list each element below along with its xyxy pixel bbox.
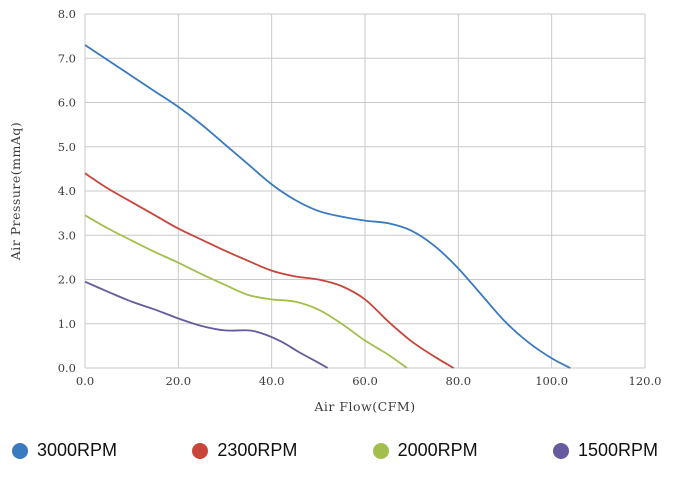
y-tick-label: 0.0 [58, 361, 76, 375]
x-tick-label: 100.0 [535, 374, 568, 388]
legend-label: 3000RPM [37, 440, 118, 460]
grid-lines [84, 13, 646, 369]
fan-performance-chart: 0.0 20.0 40.0 60.0 80.0 100.0 120.0 0.0 1.0 2.0 3.… [8, 7, 662, 414]
curve-2300rpm [84, 172, 455, 369]
y-tick-label: 2.0 [58, 273, 76, 287]
y-tick-label: 5.0 [58, 140, 76, 154]
legend: 3000RPM 2300RPM 2000RPM 1500RPM [0, 428, 692, 461]
legend-dot-icon [12, 442, 28, 459]
legend-label: 2300RPM [217, 440, 298, 460]
y-tick-label: 4.0 [58, 184, 76, 198]
x-axis-title: Air Flow(CFM) [313, 399, 415, 414]
legend-item-1500rpm: 1500RPM [552, 440, 658, 461]
curve-3000rpm [84, 44, 571, 369]
y-tick-label: 3.0 [58, 228, 76, 242]
y-tick-label: 1.0 [58, 317, 76, 331]
curve-1500rpm [84, 280, 329, 369]
y-axis-title: Air Pressure(mmAq) [8, 122, 23, 262]
x-tick-label: 80.0 [446, 374, 472, 388]
legend-item-3000rpm: 3000RPM [12, 440, 117, 461]
curve-2000rpm [84, 214, 408, 369]
x-tick-label: 40.0 [259, 374, 285, 388]
axis-tick-labels: 0.0 20.0 40.0 60.0 80.0 100.0 120.0 0.0 1.0 2.0 3.… [58, 7, 662, 388]
legend-dot-icon [552, 442, 569, 459]
curve-series [84, 44, 571, 369]
legend-item-2000rpm: 2000RPM [372, 440, 478, 461]
y-tick-label: 7.0 [58, 51, 76, 65]
x-tick-label: 20.0 [166, 374, 192, 388]
legend-item-2300rpm: 2300RPM [192, 440, 297, 461]
legend-dot-icon [372, 442, 389, 459]
legend-label: 2000RPM [397, 440, 478, 460]
y-tick-label: 6.0 [58, 96, 76, 110]
x-tick-label: 60.0 [352, 374, 378, 388]
legend-dot-icon [192, 442, 209, 459]
x-tick-label: 120.0 [629, 374, 662, 388]
x-tick-label: 0.0 [76, 374, 94, 388]
y-tick-label: 8.0 [58, 7, 76, 21]
legend-label: 1500RPM [577, 440, 658, 460]
